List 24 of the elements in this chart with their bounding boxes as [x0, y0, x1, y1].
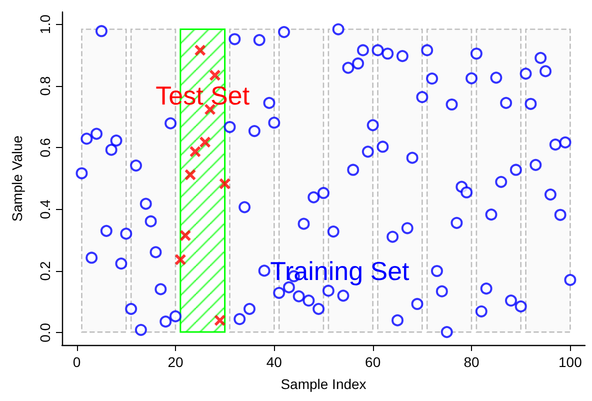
point: [184, 168, 196, 181]
point: [218, 178, 231, 190]
x-tick-label: 0: [72, 354, 81, 370]
y-tick-label: 0.4: [37, 199, 53, 220]
x-tick-label: 100: [558, 354, 582, 370]
y-tick-label: 1.0: [37, 14, 53, 34]
x-tick-label: 20: [168, 354, 184, 370]
y-tick-label: 0.6: [37, 138, 53, 158]
x-axis-title: Sample Index: [280, 376, 366, 392]
x-tick-label: 80: [464, 354, 480, 370]
y-axis-title: Sample Value: [9, 135, 25, 222]
series-label: Training Set: [270, 256, 410, 286]
point: [179, 230, 192, 242]
point: [194, 44, 206, 56]
x-tick-label: 40: [266, 354, 282, 370]
x-tick-label: 60: [365, 354, 381, 370]
y-tick-label: 0.8: [37, 76, 53, 96]
y-tick-label: 0.0: [37, 322, 53, 342]
point: [174, 254, 186, 266]
point: [214, 314, 226, 326]
y-tick-label: 0.2: [37, 261, 53, 281]
point: [209, 69, 221, 82]
point: [199, 136, 211, 148]
point: [189, 146, 202, 158]
